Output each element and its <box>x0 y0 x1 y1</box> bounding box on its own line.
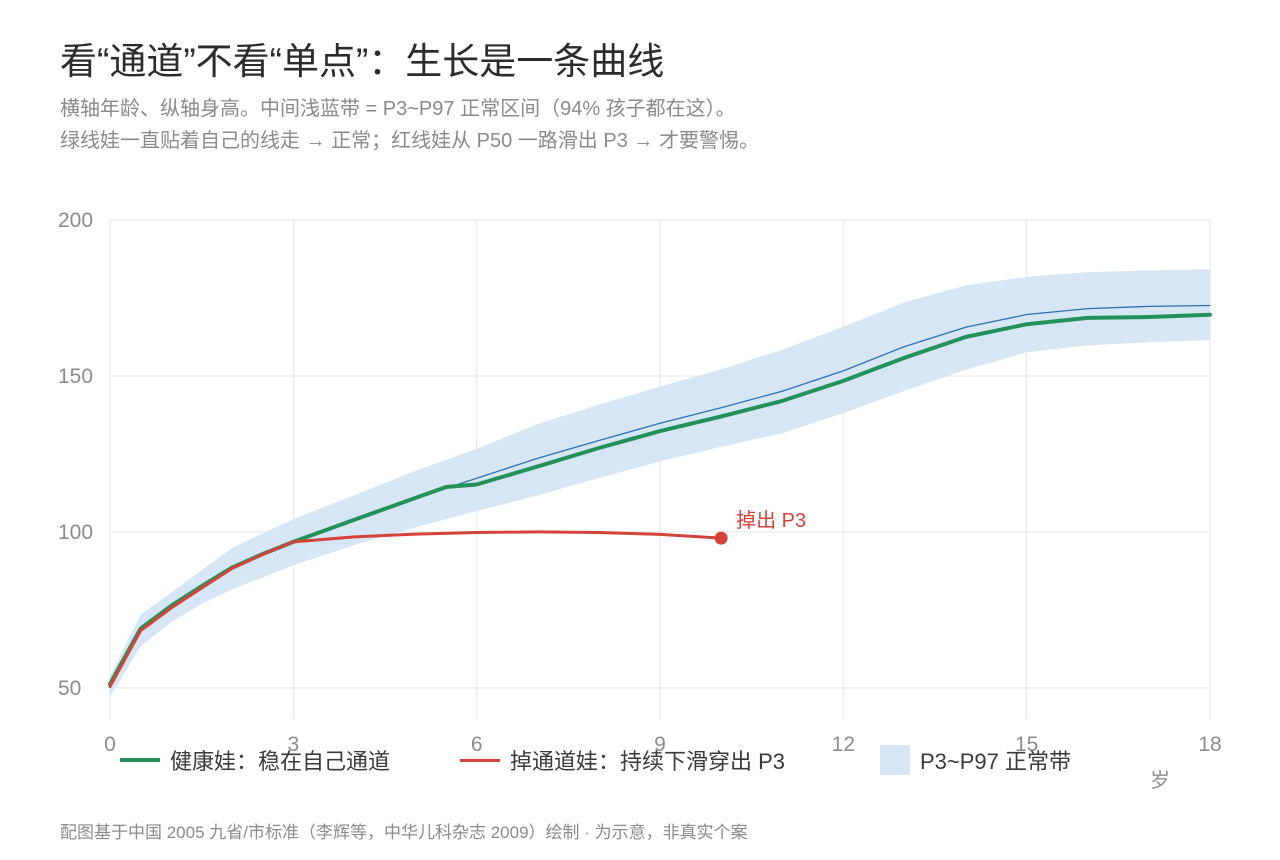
y-tick-label: 150 <box>58 365 93 388</box>
legend-item-healthy: 健康娃：稳在自己通道 <box>120 742 390 778</box>
x-tick-label: 9 <box>654 733 666 756</box>
chart-subtitle: 横轴年龄、纵轴身高。中间浅蓝带 = P3~P97 正常区间（94% 孩子都在这）… <box>60 93 759 157</box>
x-tick-label: 12 <box>832 733 855 756</box>
x-axis-unit-label: 岁 <box>1150 770 1170 792</box>
drop-out-p3-annotation: 掉出 P3 <box>736 509 806 532</box>
subtitle-line-1: 横轴年龄、纵轴身高。中间浅蓝带 = P3~P97 正常区间（94% 孩子都在这）… <box>60 98 736 120</box>
x-tick-label: 3 <box>287 733 299 756</box>
legend-label-off-track: 掉通道娃：持续下滑穿出 P3 <box>510 749 786 774</box>
legend-swatch-healthy <box>120 758 160 762</box>
x-tick-label: 0 <box>104 733 116 756</box>
x-tick-label: 6 <box>471 733 483 756</box>
x-tick-label: 18 <box>1198 733 1221 756</box>
legend-label-normal-band: P3~P97 正常带 <box>920 749 1072 774</box>
off-track-child-line <box>108 530 723 689</box>
off-track-endpoint-marker <box>714 531 728 545</box>
chart-title: 看“通道”不看“单点”：生长是一条曲线 <box>60 41 665 82</box>
p3-p97-band <box>110 269 1210 697</box>
subtitle-line-2: 绿线娃一直贴着自己的线走 → 正常；红线娃从 P50 一路滑出 P3 → 才要警… <box>60 130 759 152</box>
y-tick-label: 50 <box>58 677 81 700</box>
legend-swatch-off-track <box>460 758 500 762</box>
y-tick-label: 100 <box>58 521 93 544</box>
x-tick-label: 15 <box>1015 733 1038 756</box>
chart-legend: 健康娃：稳在自己通道 掉通道娃：持续下滑穿出 P3 P3~P97 正常带 <box>0 742 1280 778</box>
legend-swatch-normal-band <box>880 745 910 775</box>
legend-item-off-track: 掉通道娃：持续下滑穿出 P3 <box>460 742 785 778</box>
legend-item-normal-band: P3~P97 正常带 <box>880 742 1071 778</box>
y-tick-label: 200 <box>58 209 93 232</box>
source-note: 配图基于中国 2005 九省/市标准（李辉等，中华儿科杂志 2009）绘制 · … <box>60 823 748 842</box>
legend-label-healthy: 健康娃：稳在自己通道 <box>170 749 391 774</box>
